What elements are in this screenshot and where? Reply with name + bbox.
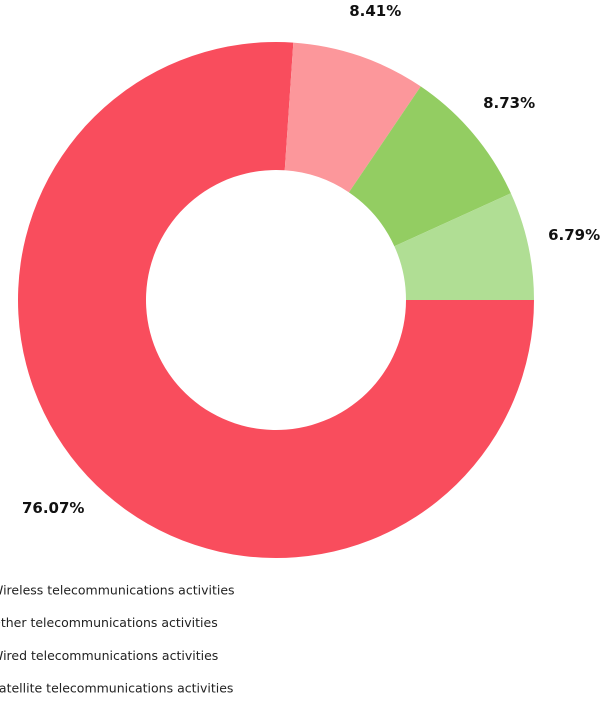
donut-slice: [394, 193, 534, 300]
legend-label: Other telecommunications activities: [0, 615, 218, 630]
value-label: 76.07%: [22, 499, 84, 517]
donut-slice: [284, 42, 421, 193]
donut-slice: [18, 41, 534, 558]
legend-label: Satellite telecommunications activities: [0, 681, 233, 696]
legend-label: Wired telecommunications activities: [0, 648, 218, 663]
legend-label: Wireless telecommunications activities: [0, 583, 235, 598]
value-label: 8.73%: [483, 94, 535, 112]
value-label: 6.79%: [548, 226, 600, 244]
donut-slice: [348, 86, 511, 247]
value-label: 8.41%: [349, 2, 401, 20]
